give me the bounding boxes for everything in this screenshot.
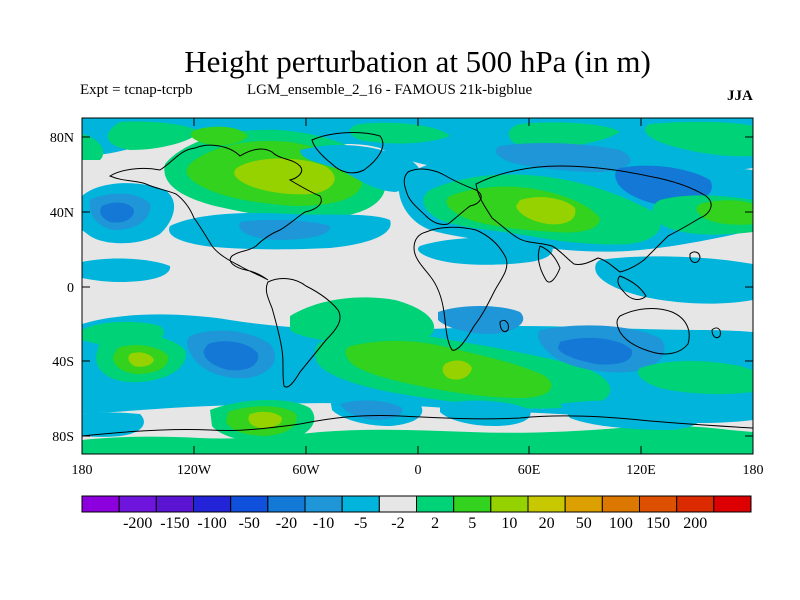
- contour-region: [82, 412, 144, 437]
- colorbar-labels: -200 -150 -100 -50 -20 -10 -5 -2 2 5 10 20 50 100 150 2…: [123, 515, 707, 532]
- colorbar-swatch: [713, 495, 752, 513]
- contour-region: [239, 219, 331, 240]
- contour-region: [82, 258, 171, 282]
- colorbar-label: 20: [539, 515, 555, 532]
- colorbar-swatch: [230, 495, 269, 513]
- contour-region: [234, 158, 335, 195]
- contour-region: [82, 134, 104, 160]
- x-tick-label: 120E: [626, 463, 656, 478]
- colorbar-label: 2: [431, 515, 439, 532]
- colorbar-label: 50: [576, 515, 592, 532]
- colorbar-swatch: [639, 495, 678, 513]
- contour-region: [203, 341, 259, 371]
- colorbar-swatch: [155, 495, 194, 513]
- colorbar-swatch: [378, 495, 417, 513]
- contour-region: [100, 202, 134, 223]
- colorbar-swatch: [676, 495, 715, 513]
- y-tick-label: 40S: [52, 355, 74, 370]
- colorbar-label: -150: [160, 515, 189, 532]
- colorbar-swatch: [527, 495, 566, 513]
- contour-region: [442, 360, 472, 380]
- contour-region: [595, 256, 753, 304]
- experiment-label: Expt = tcnap-tcrpb: [80, 82, 193, 98]
- contour-region: [508, 122, 620, 148]
- colorbar-label: 100: [609, 515, 633, 532]
- colorbar-swatch: [453, 495, 492, 513]
- contour-region: [644, 121, 753, 157]
- colorbar-swatch: [118, 495, 157, 513]
- x-tick-label: 0: [415, 463, 422, 478]
- contour-region: [516, 197, 576, 225]
- colorbar-swatch: [267, 495, 306, 513]
- contour-region: [440, 400, 531, 426]
- colorbar-label: -200: [123, 515, 152, 532]
- y-tick-label: 0: [67, 281, 74, 296]
- colorbar-label: 200: [683, 515, 707, 532]
- colorbar-swatch: [564, 495, 603, 513]
- colorbar-label: -10: [313, 515, 334, 532]
- contour-region: [248, 411, 282, 428]
- colorbar-label: -50: [239, 515, 260, 532]
- contour-fill-layer: [82, 118, 753, 454]
- contour-region: [349, 122, 450, 144]
- contour-region: [558, 337, 633, 365]
- contour-region: [190, 126, 248, 146]
- axis-ticks: [82, 118, 753, 454]
- colorbar-swatch: [601, 495, 641, 513]
- contour-region: [495, 143, 631, 172]
- contour-region: [128, 352, 154, 367]
- x-tick-label: 120W: [177, 463, 212, 478]
- season-label: JJA: [727, 88, 753, 104]
- chart-title: Height perturbation at 500 hPa (in m): [184, 44, 651, 79]
- colorbar-label: -20: [276, 515, 297, 532]
- colorbar-swatch: [193, 495, 232, 513]
- contour-region: [107, 121, 200, 150]
- contour-region: [418, 237, 553, 265]
- colorbar-swatch: [490, 495, 529, 513]
- x-tick-label: 60E: [518, 463, 541, 478]
- contour-region: [300, 145, 421, 192]
- ensemble-label: LGM_ensemble_2_16 - FAMOUS 21k-bigblue: [247, 82, 533, 98]
- contour-region: [290, 297, 435, 345]
- contour-region: [638, 361, 753, 395]
- colorbar-swatch: [341, 495, 380, 513]
- y-tick-label: 40N: [50, 206, 74, 221]
- colorbar-swatch: [416, 495, 455, 513]
- x-tick-label: 180: [72, 463, 93, 478]
- y-tick-label: 80N: [50, 131, 74, 146]
- x-tick-label: 180: [743, 463, 764, 478]
- colorbar-label: -2: [391, 515, 404, 532]
- colorbar-swatch: [304, 495, 343, 513]
- colorbar-label: -5: [354, 515, 367, 532]
- colorbar: [81, 495, 752, 513]
- x-tick-label: 60W: [292, 463, 320, 478]
- colorbar-label: 10: [501, 515, 517, 532]
- contour-region: [82, 425, 753, 454]
- contour-region: [438, 306, 524, 334]
- y-tick-label: 80S: [52, 430, 74, 445]
- coastline-map-icon: [82, 132, 753, 437]
- colorbar-label: 5: [468, 515, 476, 532]
- colorbar-label: 150: [646, 515, 670, 532]
- colorbar-label: -100: [197, 515, 226, 532]
- colorbar-swatch: [81, 495, 120, 513]
